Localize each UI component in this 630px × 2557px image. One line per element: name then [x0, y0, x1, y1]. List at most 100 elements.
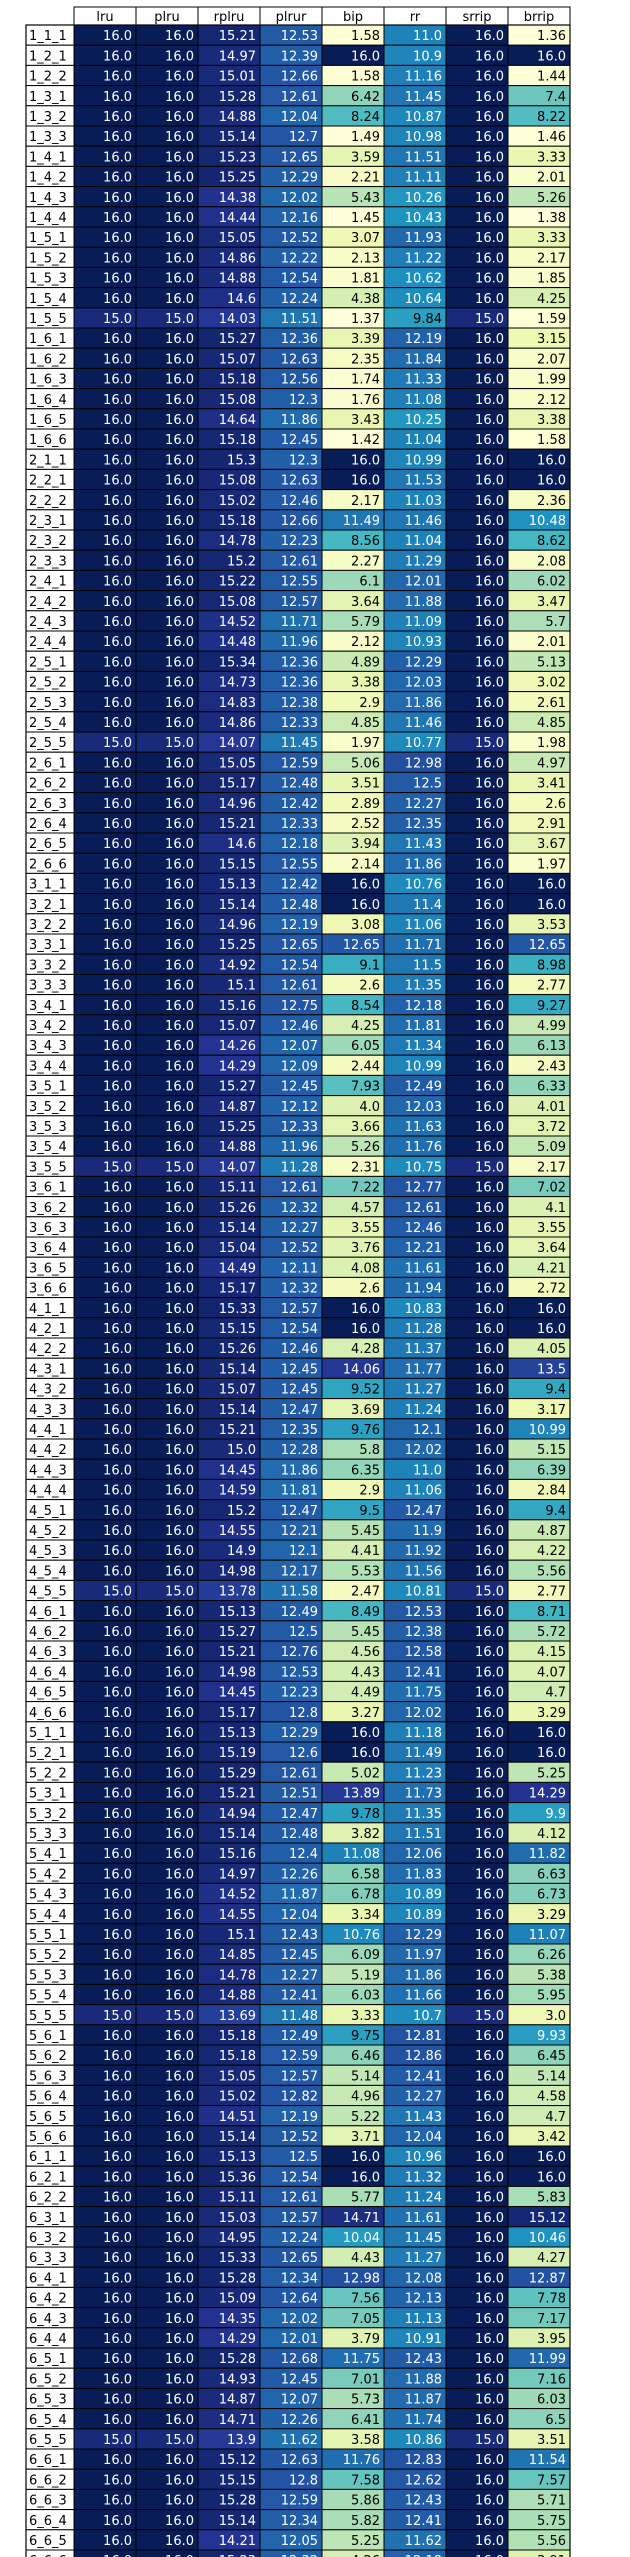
cell-value: 3.41	[537, 777, 566, 792]
cell-value: 16.0	[475, 1261, 504, 1276]
cell-value: 15.33	[219, 1302, 256, 1317]
cell-value: 16.0	[165, 1504, 194, 1519]
cell-value: 16.0	[475, 2352, 504, 2367]
cell-value: 16.0	[103, 655, 132, 670]
cell-value: 15.23	[219, 150, 256, 165]
cell-value: 16.0	[475, 837, 504, 852]
cell-value: 16.0	[165, 918, 194, 933]
cell-value: 15.12	[219, 2453, 256, 2468]
row-label-2_6_6: 2_6_6	[29, 857, 67, 872]
cell-value: 16.0	[475, 1463, 504, 1478]
cell-value: 12.19	[281, 2110, 318, 2125]
cell-value: 1.37	[351, 312, 380, 327]
cell-value: 14.97	[219, 1867, 256, 1882]
cell-value: 16.0	[103, 413, 132, 428]
cell-value: 16.0	[165, 1423, 194, 1438]
cell-value: 16.0	[475, 1120, 504, 1135]
cell-value: 16.0	[165, 1908, 194, 1923]
cell-value: 12.28	[281, 1443, 318, 1458]
row-label-4_5_3: 4_5_3	[29, 1544, 67, 1559]
cell-value: 16.0	[475, 393, 504, 408]
row-label-5_5_4: 5_5_4	[29, 1989, 67, 2004]
cell-value: 7.16	[537, 2372, 566, 2387]
cell-value: 5.77	[351, 2191, 380, 2206]
cell-value: 16.0	[475, 2271, 504, 2286]
cell-value: 16.0	[165, 2372, 194, 2387]
cell-value: 12.61	[281, 1181, 318, 1196]
cell-value: 9.52	[351, 1383, 380, 1398]
cell-value: 11.4	[413, 898, 442, 913]
cell-value: 6.58	[351, 1867, 380, 1882]
cell-value: 10.7	[413, 2009, 442, 2024]
cell-value: 16.0	[475, 1362, 504, 1377]
cell-value: 15.0	[103, 736, 132, 751]
cell-value: 12.64	[281, 2292, 318, 2307]
cell-value: 4.05	[537, 1342, 566, 1357]
cell-value: 16.0	[475, 1302, 504, 1317]
cell-value: 12.32	[281, 1282, 318, 1297]
cell-value: 5.25	[351, 2534, 380, 2549]
cell-value: 1.97	[537, 857, 566, 872]
cell-value: 12.65	[529, 938, 566, 953]
cell-value: 12.1	[413, 1423, 442, 1438]
row-label-2_3_1: 2_3_1	[29, 514, 67, 529]
cell-value: 16.0	[103, 938, 132, 953]
cell-value: 12.38	[281, 696, 318, 711]
row-label-2_4_3: 2_4_3	[29, 615, 67, 630]
cell-value: 10.62	[405, 272, 442, 287]
cell-value: 1.46	[537, 130, 566, 145]
cell-value: 16.0	[475, 251, 504, 266]
cell-value: 16.0	[475, 413, 504, 428]
row-label-2_2_1: 2_2_1	[29, 474, 67, 489]
cell-value: 16.0	[165, 2494, 194, 2509]
cell-value: 16.0	[103, 1968, 132, 1983]
cell-value: 16.0	[103, 2554, 132, 2557]
cell-value: 16.0	[475, 1645, 504, 1660]
cell-value: 6.39	[537, 1463, 566, 1478]
cell-value: 14.71	[343, 2211, 380, 2226]
cell-value: 15.12	[529, 2211, 566, 2226]
cell-value: 16.0	[103, 2271, 132, 2286]
cell-value: 16.0	[165, 1787, 194, 1802]
row-label-6_5_5: 6_5_5	[29, 2433, 67, 2448]
cell-value: 14.52	[219, 615, 256, 630]
cell-value: 1.81	[351, 272, 380, 287]
cell-value: 12.77	[405, 1181, 442, 1196]
cell-value: 11.27	[405, 1383, 442, 1398]
row-label-1_5_4: 1_5_4	[29, 292, 67, 307]
cell-value: 12.76	[281, 1645, 318, 1660]
cell-value: 15.1	[227, 1928, 256, 1943]
cell-value: 7.22	[351, 1181, 380, 1196]
cell-value: 16.0	[537, 1322, 566, 1337]
cell-value: 12.46	[281, 494, 318, 509]
cell-value: 6.63	[537, 1867, 566, 1882]
cell-value: 11.23	[405, 1766, 442, 1781]
cell-value: 2.43	[537, 1059, 566, 1074]
cell-value: 16.0	[475, 2251, 504, 2266]
cell-value: 16.0	[475, 130, 504, 145]
cell-value: 2.12	[537, 393, 566, 408]
cell-value: 12.54	[281, 2170, 318, 2185]
cell-value: 4.28	[351, 1342, 380, 1357]
cell-value: 16.0	[475, 534, 504, 549]
cell-value: 15.11	[219, 2191, 256, 2206]
cell-value: 15.0	[165, 2009, 194, 2024]
cell-value: 16.0	[537, 2150, 566, 2165]
cell-value: 16.0	[103, 2332, 132, 2347]
cell-value: 15.01	[219, 70, 256, 85]
cell-value: 14.48	[219, 635, 256, 650]
cell-value: 12.61	[281, 554, 318, 569]
cell-value: 16.0	[103, 1221, 132, 1236]
cell-value: 16.0	[165, 2191, 194, 2206]
row-label-2_4_2: 2_4_2	[29, 595, 67, 610]
cell-value: 12.34	[281, 2514, 318, 2529]
cell-value: 14.64	[219, 413, 256, 428]
cell-value: 15.04	[219, 1241, 256, 1256]
cell-value: 16.0	[351, 49, 380, 64]
cell-value: 16.0	[103, 1302, 132, 1317]
row-label-3_6_4: 3_6_4	[29, 1241, 67, 1256]
cell-value: 16.0	[103, 2514, 132, 2529]
cell-value: 1.59	[537, 312, 566, 327]
cell-value: 16.0	[165, 1221, 194, 1236]
cell-value: 11.74	[405, 2413, 442, 2428]
